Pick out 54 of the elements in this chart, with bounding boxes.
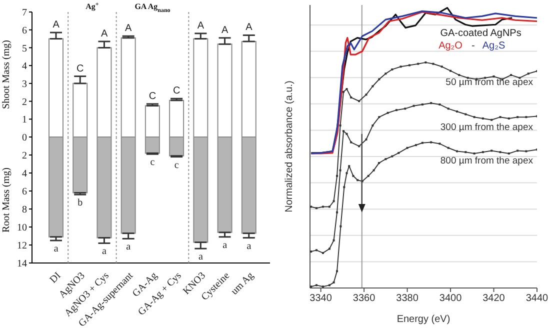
annotation: A	[197, 20, 204, 32]
series-label: 800 µm from the apex	[440, 156, 534, 167]
y-tick-label: 10	[17, 222, 27, 234]
x-tick-label: 3440	[526, 293, 549, 304]
text: Ag$^{+}$	[86, 2, 100, 11]
y-tick-label: 2	[22, 150, 27, 162]
y-axis-title: Normalized absorbance (a.u.)	[284, 80, 295, 212]
annotation: A	[52, 20, 60, 31]
series-label: 50 µm from the apex	[446, 77, 534, 88]
annotation: -	[472, 40, 475, 52]
x-tick-label: DI	[48, 270, 64, 286]
y-tick-label: 4	[22, 61, 27, 72]
x-tick-label: 3400	[439, 293, 462, 304]
annotation: a	[222, 240, 228, 251]
x-tick-label: 3420	[482, 293, 506, 304]
annotation: C	[76, 63, 84, 74]
text: Ag₂O	[438, 40, 463, 52]
y-tick-label: 3	[22, 78, 27, 90]
y-tick-label: 12	[17, 240, 27, 252]
annotation: a	[198, 252, 204, 263]
y-tick-label: 4	[22, 168, 27, 180]
y-axis-title: Root Mass (mg)	[1, 168, 12, 232]
annotation: GA Ag$_{nano}$	[134, 2, 170, 14]
annotation: a	[54, 244, 59, 254]
y-tick-label: 7	[22, 8, 27, 19]
y-tick-label: 14	[17, 258, 27, 270]
annotation: a	[126, 242, 132, 253]
x-tick-label: 3380	[396, 293, 419, 304]
x-tick-label: 3360	[352, 293, 376, 304]
text: Ag₂S	[482, 40, 506, 52]
y-tick-label: 5	[22, 43, 27, 54]
x-axis-title: Energy (eV)	[396, 314, 450, 325]
annotation: c	[150, 157, 156, 168]
annotation: A	[246, 22, 253, 34]
series-label: GA-coated AgNPs	[440, 28, 522, 39]
annotation: A	[221, 24, 228, 36]
x-tick-label: um Ag	[229, 270, 256, 298]
y-tick-label: 1	[22, 114, 27, 126]
annotation: a	[102, 246, 108, 258]
annotation: a	[246, 240, 252, 252]
y-tick-label: 8	[22, 204, 27, 216]
y-tick-label: 6	[22, 186, 27, 198]
y-tick-label: 2	[22, 96, 27, 108]
annotation: c	[174, 160, 180, 171]
x-tick-label: 3340	[310, 293, 332, 304]
y-tick-label: 0	[22, 132, 27, 144]
series-label: 300 µm from the apex	[440, 122, 534, 134]
annotation: b	[78, 198, 83, 209]
y-tick-label: 6	[22, 25, 27, 36]
annotation: C	[148, 90, 156, 102]
y-axis-title: Shoot Mass (mg)	[1, 40, 12, 109]
annotation: A	[100, 28, 108, 40]
annotation: A	[125, 23, 132, 34]
annotation: C	[172, 86, 180, 97]
